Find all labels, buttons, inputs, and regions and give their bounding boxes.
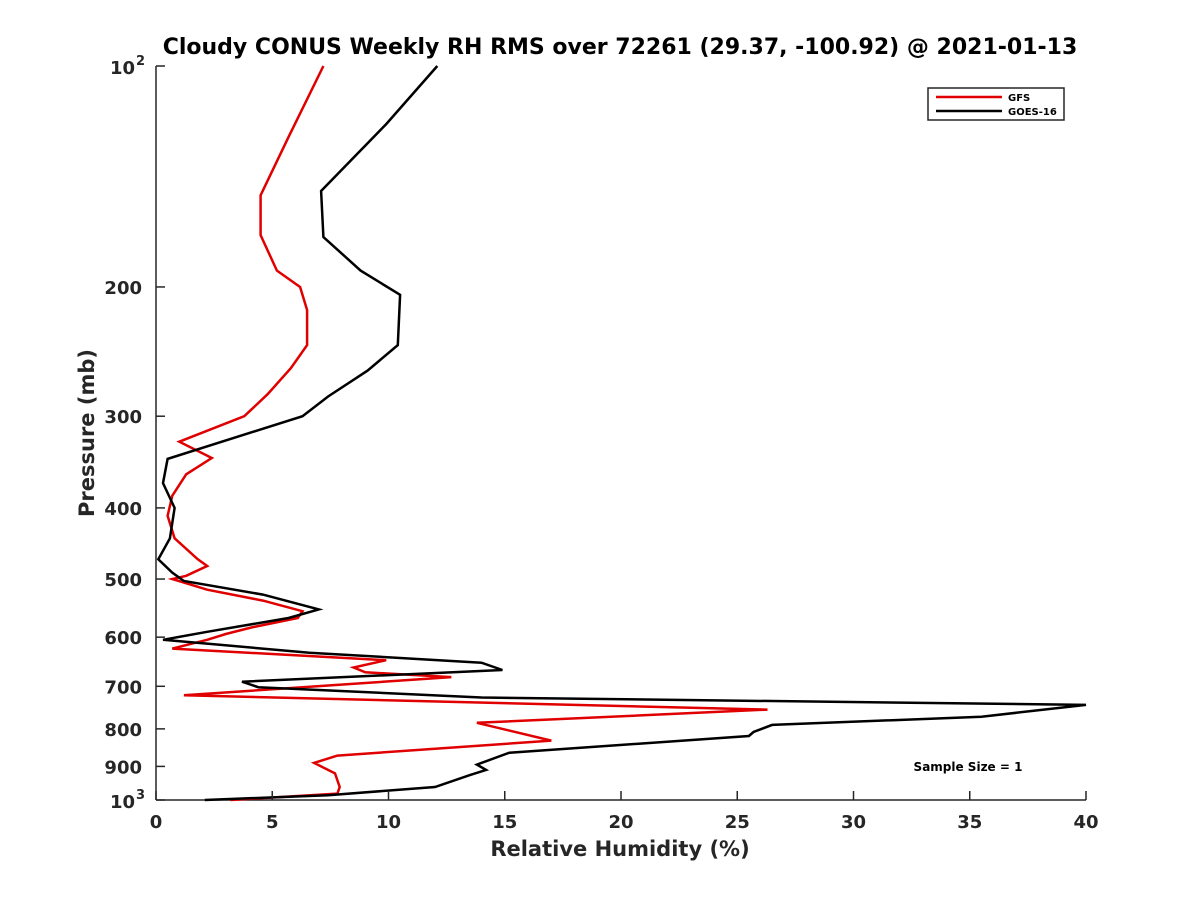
y-tick-label: 900 <box>104 757 142 778</box>
y-axis-label: Pressure (mb) <box>75 349 99 517</box>
x-tick-label: 40 <box>1073 812 1098 833</box>
x-axis: 0 5 10 15 20 25 30 35 40 <box>150 791 1099 833</box>
series-line-goes16 <box>156 65 1087 802</box>
x-tick-label: 25 <box>725 812 750 833</box>
legend-label-gfs: GFS <box>1008 93 1030 104</box>
y-tick-label: 500 <box>104 570 142 591</box>
y-tick-label: 300 <box>104 407 142 428</box>
y-tick-label: 600 <box>104 628 142 649</box>
legend-label-goes16: GOES-16 <box>1008 107 1057 118</box>
x-tick-label: 0 <box>150 812 163 833</box>
sample-size-annotation: Sample Size = 1 <box>914 760 1023 774</box>
y-tick-label: 10 <box>110 792 135 813</box>
series-line-gfs <box>166 65 768 802</box>
x-tick-label: 20 <box>608 812 633 833</box>
x-axis-label: Relative Humidity (%) <box>490 837 749 861</box>
y-tick-exponent: 2 <box>136 54 145 69</box>
legend-box <box>927 87 1065 121</box>
x-tick-label: 10 <box>376 812 401 833</box>
chart-title: Cloudy CONUS Weekly RH RMS over 72261 (2… <box>163 35 1078 60</box>
y-tick-label: 700 <box>104 677 142 698</box>
plot-area <box>155 65 1087 802</box>
y-tick-label: 10 <box>110 58 135 79</box>
y-tick-label: 200 <box>104 278 142 299</box>
x-tick-label: 15 <box>492 812 517 833</box>
x-tick-label: 35 <box>957 812 982 833</box>
y-tick-exponent: 3 <box>136 788 145 803</box>
y-tick-label: 400 <box>104 499 142 520</box>
y-tick-label: 800 <box>104 720 142 741</box>
x-tick-label: 5 <box>266 812 279 833</box>
legend: GFS GOES-16 <box>927 87 1065 121</box>
x-tick-label: 30 <box>841 812 866 833</box>
